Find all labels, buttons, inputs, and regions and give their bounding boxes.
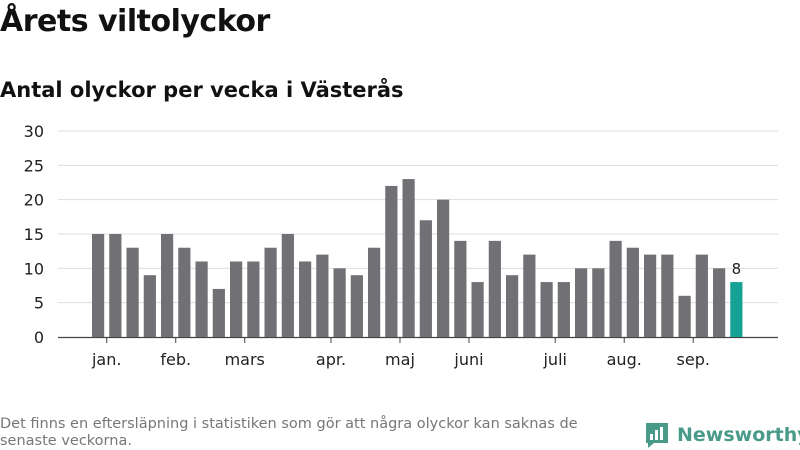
bar (592, 268, 605, 337)
bar (575, 268, 588, 337)
y-tick-label: 5 (34, 294, 44, 313)
bar (264, 247, 277, 337)
bar (178, 247, 191, 337)
bar (281, 234, 294, 337)
bar (402, 179, 415, 337)
bar (92, 234, 105, 337)
chart-title: Årets viltolyckor (0, 4, 270, 39)
y-tick-label: 25 (24, 156, 44, 175)
bar (488, 240, 501, 337)
data-label: 8 (732, 260, 742, 278)
bar (316, 254, 329, 337)
x-tick-label: jan. (91, 350, 121, 369)
bar (437, 199, 450, 337)
brand-name: Newsworthy (677, 424, 800, 446)
bar (626, 247, 639, 337)
bar (230, 261, 243, 337)
bar (506, 275, 519, 337)
bar (713, 268, 726, 337)
y-tick-label: 0 (34, 328, 44, 347)
footnote: Det finns en eftersläpning i statistiken… (0, 416, 578, 449)
bar (333, 268, 346, 337)
bar (299, 261, 312, 337)
bar (419, 220, 432, 337)
labels: 0 5 10 15 20 25 30 8 jan. feb. mars apr. maj juni juli… (24, 122, 741, 369)
bar-chart-area: 0 5 10 15 20 25 30 8 jan. feb. mars apr. maj juni juli… (24, 122, 778, 369)
y-tick-label: 20 (24, 191, 44, 210)
bar (212, 288, 225, 337)
bar (126, 247, 139, 337)
bar (195, 261, 208, 337)
brand-logo[interactable]: Newsworthy (644, 420, 800, 450)
bar (368, 247, 381, 337)
x-tick-label: sep. (677, 350, 710, 369)
bar (109, 234, 122, 337)
bar (678, 295, 691, 337)
bar (695, 254, 708, 337)
bar (350, 275, 363, 337)
y-tick-label: 10 (24, 259, 44, 278)
bar (247, 261, 260, 337)
bar (523, 254, 536, 337)
bar (609, 240, 622, 337)
newsworthy-logo-icon (646, 423, 668, 448)
gridlines (58, 130, 778, 343)
bar (385, 185, 398, 337)
bar (161, 234, 174, 337)
bars (92, 179, 743, 337)
x-tick-label: juli (542, 350, 566, 369)
x-tick-label: aug. (607, 350, 642, 369)
x-tick-label: apr. (316, 350, 346, 369)
x-tick-label: maj (385, 350, 415, 369)
chart-subtitle: Antal olyckor per vecka i Västerås (0, 78, 404, 102)
bar (540, 282, 553, 337)
bar (661, 254, 674, 337)
bar (454, 240, 467, 337)
bar (644, 254, 657, 337)
x-tick-label: juni (453, 350, 483, 369)
y-tick-label: 30 (24, 122, 44, 141)
bar-highlight (730, 282, 743, 337)
x-tick-label: feb. (160, 350, 191, 369)
bar (471, 282, 484, 337)
y-tick-label: 15 (24, 225, 44, 244)
x-tick-label: mars (225, 350, 265, 369)
bar (143, 275, 156, 337)
bar (557, 282, 570, 337)
